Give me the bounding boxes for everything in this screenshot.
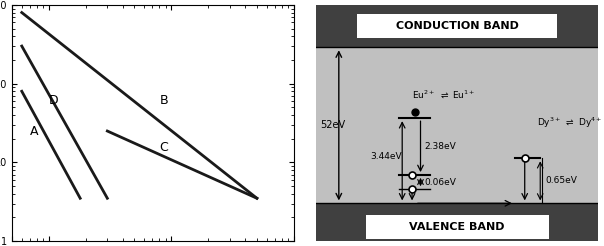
Text: 3.44eV: 3.44eV — [370, 152, 402, 161]
FancyBboxPatch shape — [357, 14, 557, 38]
Text: 0.06eV: 0.06eV — [425, 178, 457, 186]
Bar — [316, 5, 598, 47]
Text: 2.38eV: 2.38eV — [425, 142, 457, 151]
Text: Dy$^{3+}$ $\rightleftharpoons$ Dy$^{4+}$: Dy$^{3+}$ $\rightleftharpoons$ Dy$^{4+}$ — [538, 116, 603, 130]
Text: VALENCE BAND: VALENCE BAND — [410, 222, 505, 232]
Text: CONDUCTION BAND: CONDUCTION BAND — [396, 21, 519, 31]
Text: 0.65eV: 0.65eV — [546, 176, 577, 185]
Bar — [316, 47, 598, 203]
Text: 52eV: 52eV — [321, 120, 345, 130]
Text: Eu$^{2+}$ $\rightleftharpoons$ Eu$^{1+}$: Eu$^{2+}$ $\rightleftharpoons$ Eu$^{1+}$ — [412, 89, 475, 101]
FancyBboxPatch shape — [365, 215, 548, 239]
Text: CONDUCTION BAND: CONDUCTION BAND — [396, 21, 519, 31]
Text: B: B — [159, 94, 168, 107]
Text: A: A — [30, 125, 39, 138]
Text: D: D — [49, 94, 59, 107]
Text: C: C — [159, 141, 169, 154]
Bar — [316, 203, 598, 241]
